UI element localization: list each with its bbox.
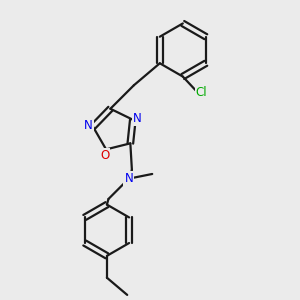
Text: O: O [100,148,109,161]
Text: N: N [133,112,142,124]
Text: N: N [84,119,93,132]
Text: Cl: Cl [196,86,207,99]
Text: N: N [124,172,133,185]
